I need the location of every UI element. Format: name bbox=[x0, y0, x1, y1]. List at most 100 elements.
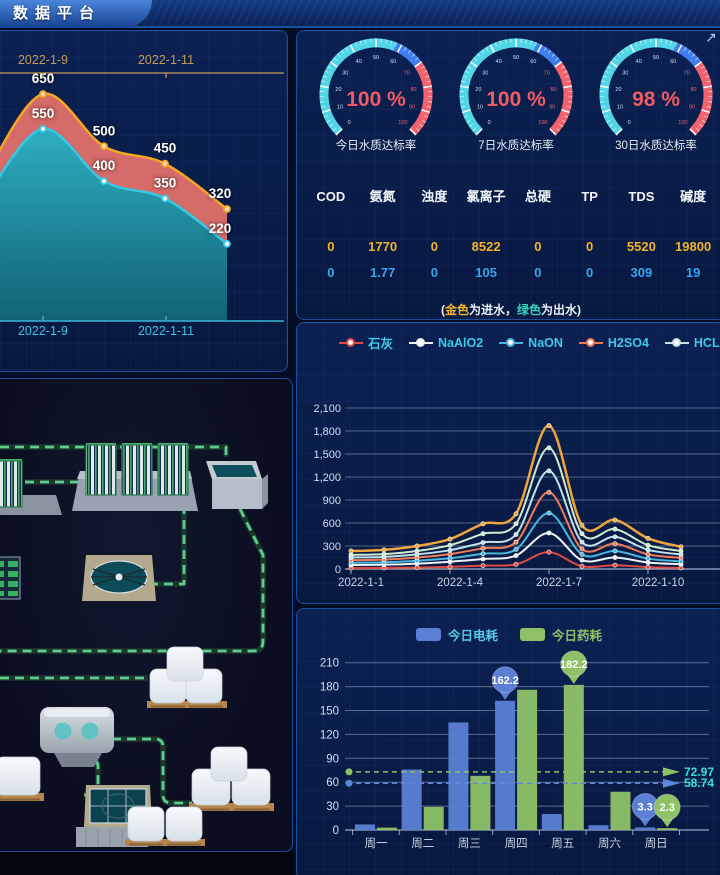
legend-swatch-icon bbox=[415, 628, 441, 641]
legend-marker-icon bbox=[499, 337, 524, 348]
svg-text:162.2: 162.2 bbox=[491, 675, 519, 687]
value-pin-2.3: 2.3 bbox=[653, 793, 681, 828]
svg-text:7日水质达标率: 7日水质达标率 bbox=[478, 138, 553, 152]
inflow-outflow-area-chart: 650 500 450 320 550 400 350 220 2022-1-9 2022-1-1… bbox=[0, 53, 284, 338]
svg-text:90: 90 bbox=[549, 105, 555, 111]
legend-label: NaAlO2 bbox=[438, 335, 484, 350]
note-part: 金色 bbox=[444, 303, 469, 317]
app-title: 数据平台 bbox=[0, 0, 152, 28]
table-header-cell: TDS bbox=[628, 189, 655, 204]
svg-text:1,200: 1,200 bbox=[313, 472, 341, 484]
svg-text:900: 900 bbox=[323, 495, 341, 507]
storage-tank bbox=[206, 461, 268, 509]
legend-marker-icon bbox=[339, 337, 363, 348]
legend-marker-icon bbox=[664, 337, 689, 348]
legend-swatch-icon bbox=[520, 628, 545, 641]
facility-3d-view bbox=[0, 443, 274, 847]
svg-text:30: 30 bbox=[482, 71, 488, 77]
table-value-cell: 0 bbox=[430, 265, 438, 280]
svg-text:80: 80 bbox=[550, 87, 556, 93]
legend-item-今日电耗[interactable]: 今日电耗 bbox=[415, 625, 498, 644]
svg-text:周六: 周六 bbox=[598, 837, 621, 850]
legend-item-HCL[interactable]: HCL bbox=[664, 336, 720, 350]
svg-text:550: 550 bbox=[32, 106, 55, 121]
svg-text:40: 40 bbox=[496, 59, 502, 65]
inflow-outflow-area-panel: 650 500 450 320 550 400 350 220 2022-1-9 2022-1-1… bbox=[0, 30, 288, 372]
line-series-HCL bbox=[348, 468, 684, 560]
svg-text:10: 10 bbox=[337, 105, 343, 111]
svg-text:0: 0 bbox=[488, 120, 491, 126]
svg-text:98 %: 98 % bbox=[632, 88, 680, 111]
legend-label: 石灰 bbox=[368, 337, 394, 351]
membrane-rack-platform bbox=[72, 443, 198, 511]
note-part: ( bbox=[440, 303, 445, 317]
legend-item-NaAlO2[interactable]: NaAlO2 bbox=[409, 336, 483, 350]
svg-text:周五: 周五 bbox=[551, 837, 574, 850]
average-line-今日电耗: 58.74 bbox=[345, 776, 714, 790]
svg-text:210: 210 bbox=[320, 658, 339, 670]
table-value-cell: 1.77 bbox=[369, 265, 396, 280]
svg-text:50: 50 bbox=[653, 55, 659, 61]
svg-text:0: 0 bbox=[333, 825, 339, 837]
svg-text:100: 100 bbox=[538, 120, 547, 126]
svg-text:0: 0 bbox=[628, 120, 631, 126]
svg-text:2,100: 2,100 bbox=[313, 403, 341, 415]
table-value-cell: 19800 bbox=[675, 239, 712, 254]
cell-rack-unit bbox=[0, 556, 21, 600]
svg-text:今日水质达标率: 今日水质达标率 bbox=[336, 138, 417, 152]
svg-text:80: 80 bbox=[410, 87, 416, 93]
membrane-rack-unit-left bbox=[0, 459, 62, 515]
expand-arrow-icon[interactable]: ↗ bbox=[705, 29, 717, 45]
bar-series-今日药耗 bbox=[377, 684, 678, 830]
line-chart-x-axis: 2022-1-1 2022-1-4 2022-1-7 2022-1-10 bbox=[338, 569, 684, 589]
dosing-chart-legend: 石灰NaAlO2NaONH2SO4HCLNaCLO助凝剂 bbox=[339, 333, 720, 352]
legend-item-H2SO4[interactable]: H2SO4 bbox=[578, 336, 649, 350]
area-top-axis: 2022-1-9 2022-1-11 bbox=[0, 53, 284, 78]
legend-item-今日药耗[interactable]: 今日药耗 bbox=[520, 625, 602, 644]
svg-text:2022-1-7: 2022-1-7 bbox=[536, 577, 582, 589]
gauge-1: 0 10 20 30 40 50 60 70 80 90 100 100 % 7日水质达标率 bbox=[459, 38, 573, 152]
svg-text:72.97: 72.97 bbox=[684, 765, 714, 779]
water-quality-panel: 0 10 20 30 40 50 60 70 80 90 100 100 % 今日水质达标率 0 10 20 3… bbox=[296, 30, 720, 320]
svg-text:90: 90 bbox=[326, 753, 339, 765]
bottom-strip bbox=[0, 852, 294, 875]
note-part: 绿色 bbox=[517, 303, 542, 317]
note-part: 为出水) bbox=[541, 303, 582, 317]
svg-text:20: 20 bbox=[475, 87, 481, 93]
svg-text:30: 30 bbox=[622, 71, 628, 77]
legend-label: 今日药耗 bbox=[552, 629, 603, 643]
legend-item-NaON[interactable]: NaON bbox=[499, 336, 563, 350]
table-header-row: COD 氨氮 浊度 氯离子 总硬 TP TDS 碱度 bbox=[305, 189, 719, 204]
svg-text:0: 0 bbox=[348, 120, 351, 126]
svg-text:50: 50 bbox=[373, 55, 379, 61]
svg-text:2022-1-10: 2022-1-10 bbox=[632, 577, 684, 589]
table-value-cell: 0 bbox=[534, 239, 542, 254]
svg-text:0: 0 bbox=[335, 564, 341, 576]
svg-text:182.2: 182.2 bbox=[560, 659, 588, 671]
svg-text:180: 180 bbox=[320, 682, 339, 694]
value-pin-3.3: 3.3 bbox=[631, 792, 659, 827]
svg-text:30: 30 bbox=[326, 801, 339, 813]
svg-text:2022-1-11: 2022-1-11 bbox=[138, 324, 194, 338]
line-chart-grid: 0 300 600 900 1,200 1,500 1,800 2,100 bbox=[313, 403, 720, 576]
area-bottom-axis: 2022-1-9 2022-1-11 bbox=[0, 316, 284, 338]
line-series-石灰 bbox=[348, 549, 684, 571]
svg-text:2.3: 2.3 bbox=[660, 802, 675, 814]
value-pin-162.2: 162.2 bbox=[491, 666, 519, 700]
table-header-cell: 氯离子 bbox=[466, 189, 506, 204]
table-row: 0 1.77 0 105 0 0 309 19 bbox=[305, 265, 719, 280]
svg-text:100 %: 100 % bbox=[486, 88, 546, 111]
table-header-cell: COD bbox=[316, 189, 346, 204]
table-value-cell: 105 bbox=[475, 265, 497, 280]
legend-marker-icon bbox=[578, 337, 603, 348]
table-value-cell: 0 bbox=[586, 265, 594, 280]
svg-text:70: 70 bbox=[684, 71, 690, 77]
legend-label: 今日电耗 bbox=[447, 629, 498, 643]
svg-text:周二: 周二 bbox=[411, 837, 434, 850]
table-row: 0 1770 0 8522 0 0 5520 19800 bbox=[305, 239, 719, 254]
svg-text:450: 450 bbox=[154, 141, 177, 156]
legend-item-石灰[interactable]: 石灰 bbox=[339, 333, 393, 352]
